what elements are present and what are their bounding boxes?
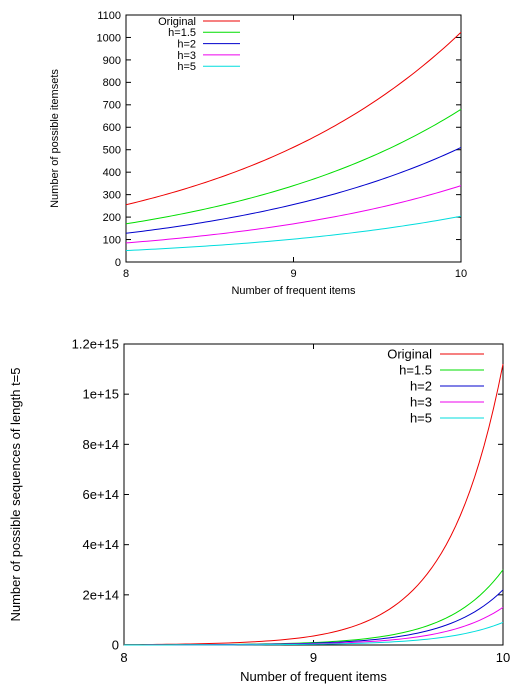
legend-label: h=1.5 (399, 363, 432, 378)
legend-label: Original (158, 16, 196, 28)
series-line-3 (125, 185, 462, 244)
y-tick-label: 0 (115, 257, 121, 269)
x-tick-label: 10 (496, 650, 510, 665)
chart-itemsets: 0 100 200 300 400 500 600 700 800 900 1000 1100 8 9 10… (49, 10, 467, 297)
x-tick-label: 8 (123, 268, 129, 280)
series-line-1 (123, 569, 504, 646)
series-line-3 (124, 606, 504, 646)
series-line-4 (124, 621, 504, 646)
x-tick-label: 10 (455, 268, 467, 280)
legend-label: Original (387, 347, 432, 362)
series-line-0 (123, 363, 504, 646)
series-line-1 (125, 108, 462, 225)
y-tick-label: 800 (103, 77, 121, 89)
legend-label: h=2 (410, 379, 432, 394)
legend-label: h=5 (177, 61, 196, 73)
y-tick-label: 1e+15 (82, 387, 119, 402)
y-tick-label: 300 (103, 189, 121, 201)
legend-label: h=5 (410, 411, 432, 426)
x-tick-label: 8 (120, 650, 127, 665)
y-tick-label: 700 (103, 100, 121, 112)
y-tick-label: 400 (103, 167, 121, 179)
y-tick-label: 1.2e+15 (72, 337, 119, 352)
series-line-2 (125, 147, 462, 234)
y-tick-label: 6e+14 (82, 487, 119, 502)
x-tick-label: 9 (290, 268, 296, 280)
y-tick-label: 1000 (97, 32, 121, 44)
series-line-4 (125, 215, 462, 252)
y-axis-label: Number of possible sequences of length t… (8, 367, 23, 621)
plot-frame (123, 343, 504, 646)
x-tick-label: 9 (310, 650, 317, 665)
x-axis-label: Number of frequent items (231, 285, 356, 297)
y-tick-label: 600 (103, 122, 121, 134)
y-tick-label: 8e+14 (82, 437, 119, 452)
legend-label: h=2 (177, 38, 196, 50)
legend-label: h=3 (410, 395, 432, 410)
y-axis-label: Number of possible itemsets (49, 69, 61, 208)
legend-label: h=1.5 (168, 27, 196, 39)
y-tick-label: 1100 (97, 10, 121, 22)
y-tick-label: 500 (103, 145, 121, 157)
legend-label: h=3 (177, 50, 196, 62)
y-tick-label: 900 (103, 55, 121, 67)
series-line-0 (125, 31, 462, 206)
y-tick-label: 100 (103, 234, 121, 246)
x-axis-label: Number of frequent items (240, 669, 387, 684)
y-tick-label: 2e+14 (82, 587, 119, 602)
y-tick-label: 4e+14 (82, 537, 119, 552)
y-tick-label: 200 (103, 212, 121, 224)
y-tick-label: 0 (112, 638, 119, 653)
